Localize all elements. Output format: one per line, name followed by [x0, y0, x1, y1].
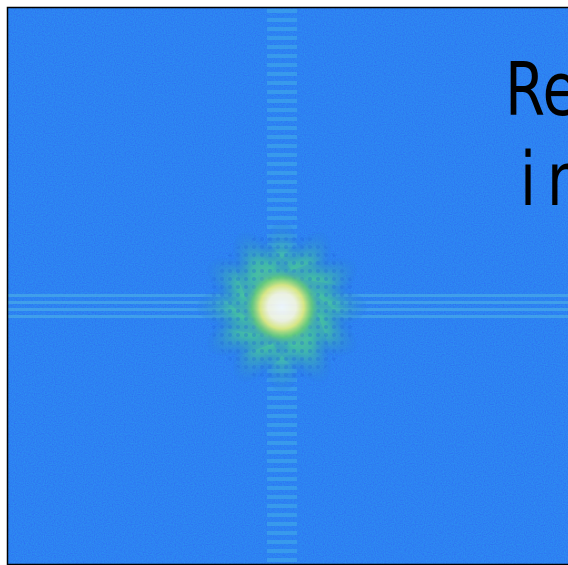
- overlay-text: Re: [505, 46, 568, 133]
- spectrum-view: Re im: [0, 0, 568, 565]
- page: Re im (() => { const data = JSON.parse(d…: [0, 0, 568, 565]
- overlay-text: im: [520, 136, 568, 223]
- spectrum-image: Re im: [8, 8, 568, 564]
